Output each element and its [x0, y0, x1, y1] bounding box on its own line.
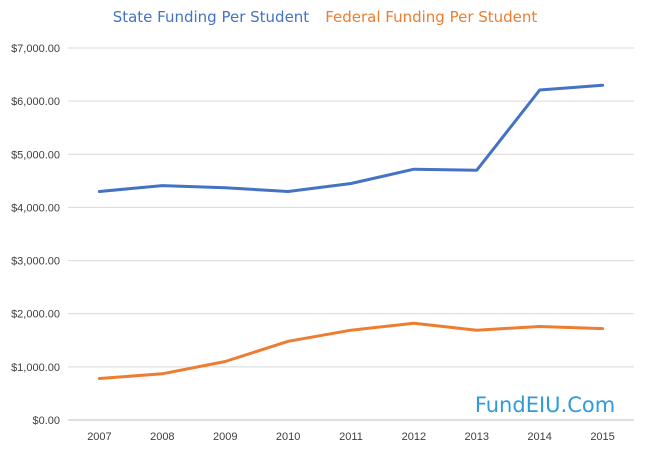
x-tick-label: 2009 [213, 431, 237, 443]
chart-legend: State Funding Per Student Federal Funding… [113, 8, 538, 26]
series-line-federal [97, 321, 605, 380]
y-tick-label: $6,000.00 [11, 96, 60, 108]
x-tick-label: 2008 [150, 431, 174, 443]
y-tick-label: $7,000.00 [11, 43, 60, 55]
legend-item-state: State Funding Per Student [113, 8, 310, 26]
x-tick-label: 2015 [590, 431, 614, 443]
series-lines [97, 83, 605, 380]
legend-item-federal: Federal Funding Per Student [325, 8, 537, 26]
x-tick-label: 2014 [527, 431, 551, 443]
y-axis-tick-labels: $0.00 $1,000.00 $2,000.00 $3,000.00 $4,000.0… [11, 43, 60, 427]
y-tick-label: $2,000.00 [11, 309, 60, 321]
x-axis-tick-labels: 2007 2008 2009 2010 2011 2012 2013 2014 2015 [87, 431, 615, 443]
x-tick-label: 2007 [87, 431, 111, 443]
y-tick-label: $1,000.00 [11, 362, 60, 374]
x-tick-label: 2013 [465, 431, 489, 443]
y-tick-label: $5,000.00 [11, 149, 60, 161]
watermark-text: FundEIU.Com [475, 393, 615, 417]
series-line-state [97, 83, 605, 193]
x-tick-label: 2010 [276, 431, 300, 443]
gridlines [68, 47, 634, 421]
y-tick-label: $4,000.00 [11, 202, 60, 214]
y-tick-label: $3,000.00 [11, 256, 60, 268]
x-tick-label: 2012 [402, 431, 426, 443]
x-tick-label: 2011 [339, 431, 363, 443]
y-tick-label: $0.00 [32, 415, 60, 427]
